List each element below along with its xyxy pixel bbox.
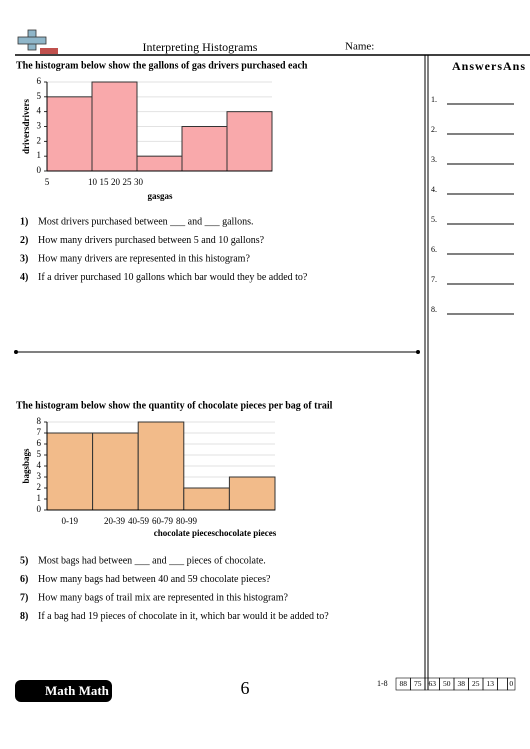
question-number: 7): [20, 592, 28, 603]
y-tick-label: 3: [37, 121, 42, 131]
bar: [181, 126, 228, 172]
question-text: How many bags had between 40 and 59 choc…: [38, 574, 271, 585]
x-tick-label: 5: [45, 177, 50, 187]
answers-title: AnswersAns: [452, 59, 526, 73]
question-text: How many drivers purchased between 5 and…: [38, 235, 265, 246]
section-title: The histogram below show the gallons of …: [16, 60, 308, 71]
question-number: 6): [20, 574, 28, 585]
question-number: 4): [20, 272, 28, 283]
score-cell: [507, 677, 516, 691]
y-tick-label: 5: [37, 91, 42, 101]
x-tick-label: 30: [134, 177, 144, 187]
y-tick-label: 1: [37, 150, 42, 160]
bar: [91, 81, 138, 172]
page-number: 6: [241, 678, 250, 698]
answer-number: 1.: [431, 95, 437, 104]
x-axis-label: chocolate pieceschocolate pieces: [154, 528, 277, 538]
question-number: 8): [20, 611, 28, 622]
score-value: 38: [458, 679, 466, 688]
answer-number: 4.: [431, 185, 437, 194]
separator-dot: [416, 350, 420, 354]
question-text: If a bag had 19 pieces of chocolate in i…: [38, 611, 329, 622]
score-value: 88: [400, 679, 408, 688]
y-tick-label: 6: [37, 438, 42, 448]
answer-number: 8.: [431, 305, 437, 314]
x-axis-label: gasgas: [147, 191, 173, 201]
question-text: If a driver purchased 10 gallons which b…: [38, 272, 308, 283]
y-tick-label: 4: [37, 460, 42, 470]
y-tick-label: 5: [37, 449, 42, 459]
x-tick-label: 20-39: [104, 516, 125, 526]
logo-badge: [15, 680, 112, 702]
x-tick-label: 40-59: [128, 516, 149, 526]
score-range: 1-8: [377, 679, 388, 688]
score-value: 75: [414, 679, 422, 688]
question-text: How many bags of trail mix are represent…: [38, 592, 288, 603]
bar: [183, 487, 230, 511]
x-tick-label: 60-79: [152, 516, 173, 526]
title: Interpreting Histograms: [143, 40, 258, 54]
name-label: Name:: [345, 41, 374, 53]
bar: [136, 155, 183, 172]
y-tick-label: 0: [37, 165, 42, 175]
score-value: 50: [443, 679, 451, 688]
score-cell: [497, 677, 508, 691]
question-number: 2): [20, 235, 28, 246]
question-text: Most bags had between ___ and ___ pieces…: [38, 555, 266, 566]
separator-dot: [14, 350, 18, 354]
x-tick-label: 25: [123, 177, 133, 187]
logo-text: Math Math: [45, 683, 110, 698]
x-tick-label: 20: [111, 177, 121, 187]
y-tick-label: 6: [37, 76, 42, 86]
logo-icon: [40, 48, 58, 54]
score-value: 25: [472, 679, 480, 688]
answer-number: 3.: [431, 155, 437, 164]
question-text: Most drivers purchased between ___ and _…: [38, 216, 254, 227]
question-number: 5): [20, 555, 28, 566]
section-title: The histogram below show the quantity of…: [16, 400, 333, 411]
y-axis-label: bagsbags: [21, 448, 31, 484]
bar: [226, 111, 273, 172]
answer-number: 2.: [431, 125, 437, 134]
x-tick-label: 10: [88, 177, 98, 187]
y-axis-label: driversdrivers: [21, 99, 31, 154]
bar: [137, 421, 185, 511]
answer-number: 7.: [431, 275, 437, 284]
y-tick-label: 3: [37, 471, 42, 481]
y-tick-label: 0: [37, 504, 42, 514]
x-tick-label: 15: [100, 177, 110, 187]
bar: [46, 432, 94, 511]
y-tick-label: 8: [37, 416, 42, 426]
answer-number: 6.: [431, 245, 437, 254]
question-number: 3): [20, 253, 28, 264]
score-value: 0: [509, 679, 513, 688]
x-tick-label: 0-19: [62, 516, 79, 526]
y-tick-label: 7: [37, 427, 42, 437]
bar: [92, 432, 139, 511]
bar: [46, 96, 93, 172]
bar: [228, 476, 276, 511]
y-tick-label: 2: [37, 135, 42, 145]
question-text: How many drivers are represented in this…: [38, 253, 250, 264]
y-tick-label: 4: [37, 106, 42, 116]
logo-icon: [17, 36, 47, 45]
answer-number: 5.: [431, 215, 437, 224]
x-tick-label: 80-99: [176, 516, 197, 526]
score-value: 63: [429, 679, 437, 688]
y-tick-label: 2: [37, 482, 42, 492]
question-number: 1): [20, 216, 28, 227]
score-value: 13: [487, 679, 495, 688]
y-tick-label: 1: [37, 493, 42, 503]
